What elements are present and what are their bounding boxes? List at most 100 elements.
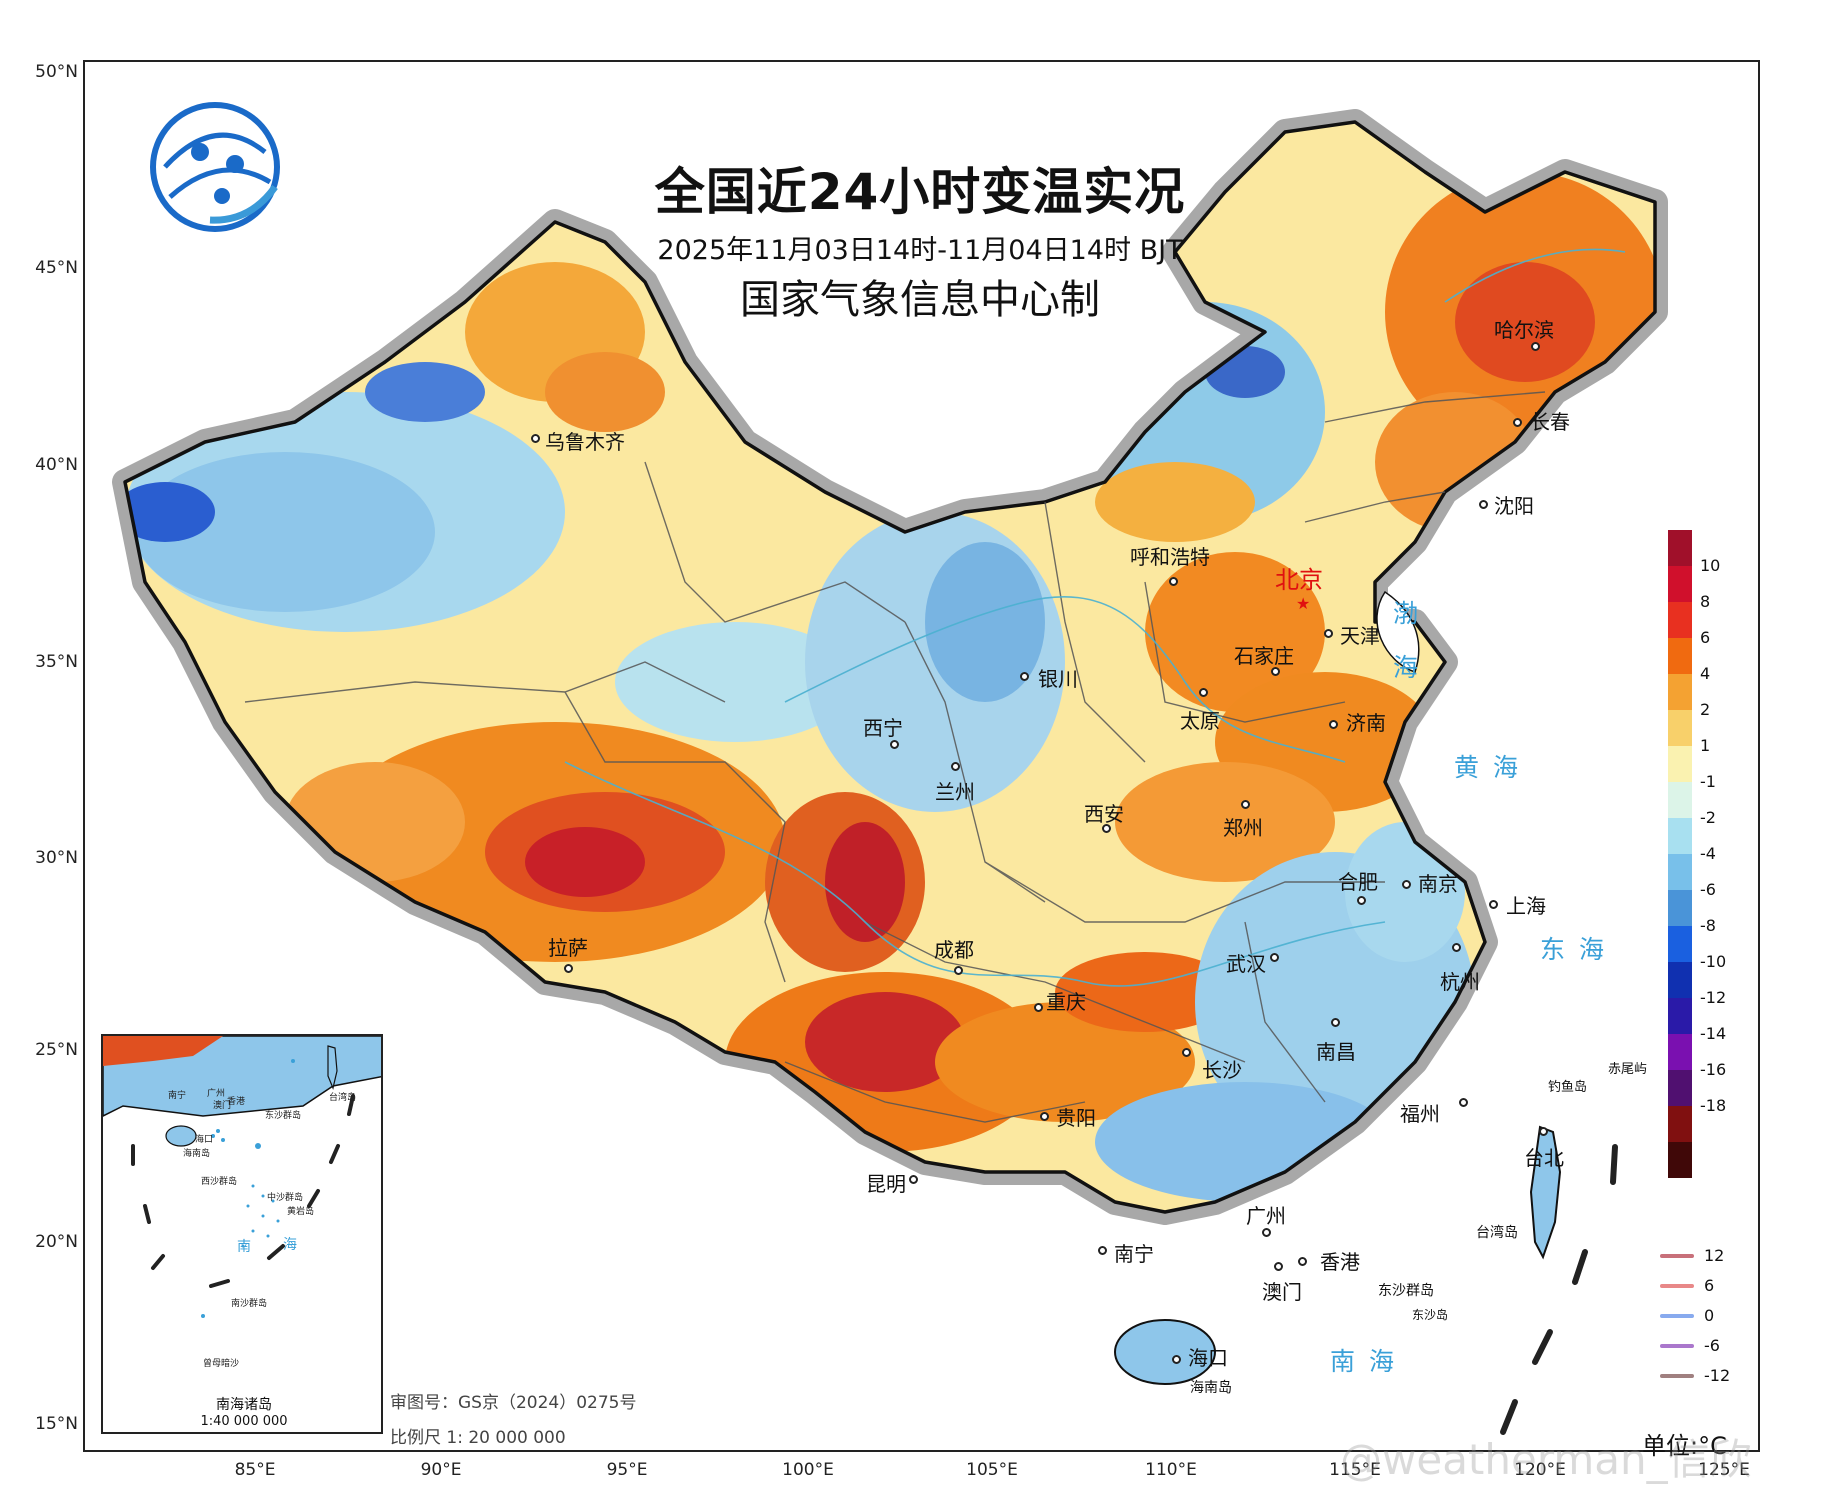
- legend-swatch: [1668, 818, 1692, 854]
- legend-label: -1: [1700, 772, 1716, 791]
- city-label-guangzhou: 广州: [1246, 1204, 1286, 1228]
- city-dot: [1262, 1228, 1271, 1237]
- city-dot: [1020, 672, 1029, 681]
- city-label-haikou: 海口: [1188, 1346, 1228, 1370]
- review-number: 审图号：GS京（2024）0275号: [390, 1393, 637, 1413]
- city-dot: [1241, 800, 1250, 809]
- inset-title: 南海诸岛: [216, 1397, 272, 1413]
- city-dot: [1324, 629, 1333, 638]
- city-label-hohhot: 呼和浩特: [1130, 545, 1210, 569]
- legend-label: -8: [1700, 916, 1716, 935]
- city-label-wuhan: 武汉: [1226, 952, 1266, 976]
- lon-label-105: 105°E: [966, 1460, 1018, 1480]
- legend-swatch: [1668, 566, 1692, 602]
- city-dot: [1539, 1127, 1548, 1136]
- city-label-shanghai: 上海: [1506, 894, 1546, 918]
- legend-swatch: [1668, 638, 1692, 674]
- map-subtitle: 2025年11月03日14时-11月04日14时 BJT: [657, 235, 1183, 266]
- city-label-hongkong: 香港: [1320, 1250, 1360, 1274]
- city-dot: [1459, 1098, 1468, 1107]
- contour-legend-label: -6: [1704, 1336, 1720, 1355]
- inset-map: [103, 1036, 381, 1318]
- city-dot: [1513, 418, 1522, 427]
- lon-label-115: 115°E: [1329, 1460, 1381, 1480]
- legend-swatch: [1668, 530, 1692, 566]
- map-producer: 国家气象信息中心制: [740, 277, 1100, 323]
- city-dot: [1331, 1018, 1340, 1027]
- lat-label-30: 30°N: [35, 848, 78, 868]
- bohai-label-2: 海: [1393, 653, 1433, 682]
- city-label-lanzhou: 兰州: [935, 780, 975, 804]
- city-label-shijiazhuang: 石家庄: [1234, 644, 1294, 668]
- city-label-shenyang: 沈阳: [1494, 494, 1534, 518]
- south-china-sea-inset: 南宁 广州 香港 澳门 台湾岛 海口 海南岛 东沙群岛 西沙群岛 中沙群岛 南 …: [101, 1034, 383, 1434]
- city-label-urumqi: 乌鲁木齐: [545, 430, 625, 454]
- unit-label: 单位:°C: [1642, 1432, 1727, 1460]
- legend-label: 4: [1700, 664, 1711, 683]
- city-dot: [1182, 1048, 1191, 1057]
- east-china-sea-label: 东海: [1540, 935, 1619, 964]
- city-label-hangzhou: 杭州: [1440, 970, 1480, 994]
- inset-label-zengmu: 曾母暗沙: [203, 1359, 240, 1369]
- city-dot: [909, 1175, 918, 1184]
- city-dot: [1531, 342, 1540, 351]
- lon-label-120: 120°E: [1514, 1460, 1566, 1480]
- contour-legend-line: [1660, 1254, 1694, 1258]
- contour-legend-label: 0: [1704, 1306, 1715, 1325]
- city-label-xining: 西宁: [863, 716, 903, 740]
- city-dot: [890, 740, 899, 749]
- inset-label-taiwan: 台湾岛: [329, 1093, 357, 1103]
- city-dot: [1271, 667, 1280, 676]
- chiwei-islet-label: 赤尾屿: [1608, 1062, 1648, 1077]
- yellow-sea-label: 黄海: [1454, 753, 1533, 782]
- city-dot: [1274, 1262, 1283, 1271]
- lat-label-50: 50°N: [35, 62, 78, 82]
- lat-label-20: 20°N: [35, 1232, 78, 1252]
- inset-label-nansha: 南沙群岛: [231, 1299, 268, 1309]
- legend-label: -10: [1700, 952, 1727, 971]
- bohai-label-1: 渤: [1393, 599, 1433, 628]
- city-label-tianjin: 天津: [1340, 624, 1380, 648]
- city-dot: [1199, 688, 1208, 697]
- city-label-beijing: 北京: [1275, 566, 1323, 594]
- city-dot: [1329, 720, 1338, 729]
- city-label-taipei: 台北: [1524, 1146, 1564, 1170]
- city-label-kunming: 昆明: [866, 1172, 906, 1196]
- south-china-sea-label: 南海: [1330, 1347, 1409, 1376]
- city-label-yinchuan: 银川: [1038, 667, 1078, 691]
- inset-label-dongsha: 东沙群岛: [265, 1111, 302, 1121]
- city-dot: [1098, 1246, 1107, 1255]
- city-dot: [1357, 896, 1366, 905]
- city-dot: [1034, 1003, 1043, 1012]
- legend-label: -6: [1700, 880, 1716, 899]
- city-dot: [1479, 500, 1488, 509]
- legend-swatch: [1668, 854, 1692, 890]
- contour-legend-line: [1660, 1284, 1694, 1288]
- legend-label: 8: [1700, 592, 1711, 611]
- lat-label-45: 45°N: [35, 258, 78, 278]
- city-label-changsha: 长沙: [1202, 1058, 1242, 1082]
- contour-legend-line: [1660, 1374, 1694, 1378]
- legend-swatch: [1668, 962, 1692, 998]
- legend-label: -16: [1700, 1060, 1727, 1079]
- contour-legend-label: -12: [1704, 1366, 1731, 1385]
- inset-label-xisha: 西沙群岛: [201, 1177, 238, 1187]
- inset-label-hainan: 海南岛: [183, 1149, 211, 1159]
- legend-label: -2: [1700, 808, 1716, 827]
- lon-label-90: 90°E: [420, 1460, 462, 1480]
- city-label-hefei: 合肥: [1338, 870, 1378, 894]
- lat-label-40: 40°N: [35, 455, 78, 475]
- inset-sea-label-1: 南: [237, 1239, 251, 1255]
- city-label-chengdu: 成都: [934, 938, 974, 962]
- city-dot: [1169, 577, 1178, 586]
- legend-swatch: [1668, 746, 1692, 782]
- inset-label-huangyan: 黄岩岛: [287, 1207, 315, 1217]
- contour-legend-line: [1660, 1314, 1694, 1318]
- dongsha-islands-label: 东沙群岛: [1378, 1283, 1434, 1299]
- contour-legend-label: 6: [1704, 1276, 1715, 1295]
- inset-label-nanning: 南宁: [168, 1091, 187, 1101]
- inset-label-guangzhou: 广州: [207, 1089, 226, 1099]
- legend-swatch: [1668, 1034, 1692, 1070]
- legend-label: -14: [1700, 1024, 1727, 1043]
- legend-label: 10: [1700, 556, 1721, 575]
